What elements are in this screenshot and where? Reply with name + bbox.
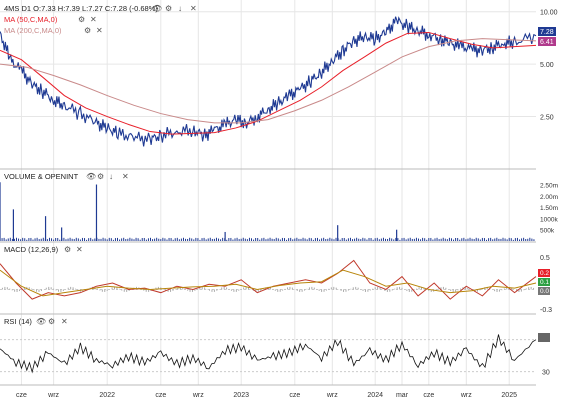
rsi-y-axis: 7230 <box>540 338 550 377</box>
x-tick-label: wrz <box>192 392 204 399</box>
last-ma-label: 6.41 <box>540 39 554 46</box>
close-icon[interactable]: ✕ <box>61 317 68 326</box>
volume-tick-label: 2.00m <box>540 194 558 201</box>
rsi-series-line <box>0 334 537 374</box>
x-tick-label: cze <box>155 392 166 399</box>
macd-legend: MACD (12,26,9) <box>4 245 59 254</box>
price-panel[interactable]: 4MS D1 O:7.33 H:7.39 L:7.27 C:7.28 (-0.6… <box>0 4 558 147</box>
x-tick-label: 2023 <box>233 392 249 399</box>
gear-icon[interactable]: ⚙ <box>165 4 172 13</box>
gear-icon[interactable]: ⚙ <box>78 15 85 24</box>
volume-bars <box>0 182 535 241</box>
price-tick-label: 5.00 <box>540 62 554 69</box>
close-icon[interactable]: ✕ <box>122 172 129 181</box>
last-ma-badge <box>538 37 556 46</box>
x-tick-label: wrz <box>326 392 338 399</box>
price-series-line-2 <box>0 38 537 124</box>
x-tick-label: cze <box>289 392 300 399</box>
gear-icon[interactable]: ⚙ <box>48 317 55 326</box>
eye-icon[interactable]: 👁 <box>36 317 46 326</box>
down-arrow-icon[interactable]: ↓ <box>178 4 182 13</box>
macd-tick-label: -0.3 <box>540 307 552 314</box>
macd-badge-green <box>538 278 550 286</box>
macd-badge-red <box>538 269 550 277</box>
gear-icon[interactable]: ⚙ <box>97 172 104 181</box>
macd-value-1: 0.2 <box>540 270 549 277</box>
x-tick-label: mar <box>396 392 409 399</box>
ma50-legend: MA (50,C,MA,0) <box>4 15 58 24</box>
close-icon[interactable]: ✕ <box>76 245 83 254</box>
x-tick-label: 2024 <box>367 392 383 399</box>
rsi-series <box>0 334 537 374</box>
close-icon[interactable]: ✕ <box>190 4 197 13</box>
price-legend-main: 4MS D1 O:7.33 H:7.39 L:7.27 C:7.28 (-0.6… <box>4 4 158 13</box>
macd-badge-gray <box>538 287 550 295</box>
price-series <box>0 16 537 147</box>
last-price-badge <box>538 27 556 36</box>
macd-panel[interactable]: MACD (12,26,9) ⚙ ✕ 0.5 -0.3 0.2 0.1 0.0 <box>0 241 552 314</box>
rsi-panel[interactable]: RSI (14) 👁 ⚙ ✕ 7230 <box>0 313 550 377</box>
price-series-line-1 <box>0 31 537 135</box>
macd-series <box>0 259 537 300</box>
down-arrow-icon[interactable]: ↓ <box>109 172 113 181</box>
eye-icon[interactable]: 👁 <box>86 172 96 181</box>
last-price-label: 7.28 <box>540 29 554 36</box>
macd-series-line-0 <box>0 259 537 300</box>
macd-value-3: 0.0 <box>540 288 549 295</box>
x-tick-label: wrz <box>47 392 59 399</box>
volume-tick-label: 500k <box>540 228 555 235</box>
rsi-badge <box>538 333 550 342</box>
price-series-line-0 <box>0 16 537 147</box>
price-tick-label: 10.00 <box>540 10 558 17</box>
rsi-tick-label: 30 <box>542 370 550 377</box>
price-tick-label: 2.50 <box>540 115 554 122</box>
volume-legend: VOLUME & OPENINT <box>4 172 79 181</box>
x-tick-label: cze <box>16 392 27 399</box>
x-axis: cze wrz 2022 cze wrz 2023 cze wrz 2024 mar cze wrz 2… <box>0 384 536 399</box>
x-tick-label: 2025 <box>501 392 517 399</box>
macd-series-line-1 <box>0 269 537 297</box>
x-tick-label: cze <box>423 392 434 399</box>
x-tick-label: wrz <box>460 392 472 399</box>
price-y-axis: 10.00 5.00 2.50 <box>540 10 558 122</box>
grid <box>0 0 536 385</box>
close-icon[interactable]: ✕ <box>90 15 97 24</box>
eye-icon[interactable]: 👁 <box>152 4 162 13</box>
volume-tick-label: 1000k <box>540 216 558 223</box>
volume-tick-label: 1.50m <box>540 205 558 212</box>
macd-value-2: 0.1 <box>540 279 549 286</box>
macd-tick-label: 0.5 <box>540 255 550 262</box>
gear-icon[interactable]: ⚙ <box>64 245 71 254</box>
gear-icon[interactable]: ⚙ <box>84 26 91 35</box>
volume-panel[interactable]: VOLUME & OPENINT 👁 ⚙ ↓ ✕ 2.50m 2.00m 1.50m… <box>0 168 558 241</box>
x-tick-label: 2022 <box>99 392 115 399</box>
volume-y-axis: 2.50m 2.00m 1.50m 1000k 500k <box>540 183 558 235</box>
rsi-legend: RSI (14) <box>4 317 32 326</box>
ma200-legend: MA (200,C,MA,0) <box>4 26 62 35</box>
macd-y-axis: 0.5 -0.3 <box>540 255 552 314</box>
volume-tick-label: 2.50m <box>540 183 558 190</box>
close-icon[interactable]: ✕ <box>96 26 103 35</box>
